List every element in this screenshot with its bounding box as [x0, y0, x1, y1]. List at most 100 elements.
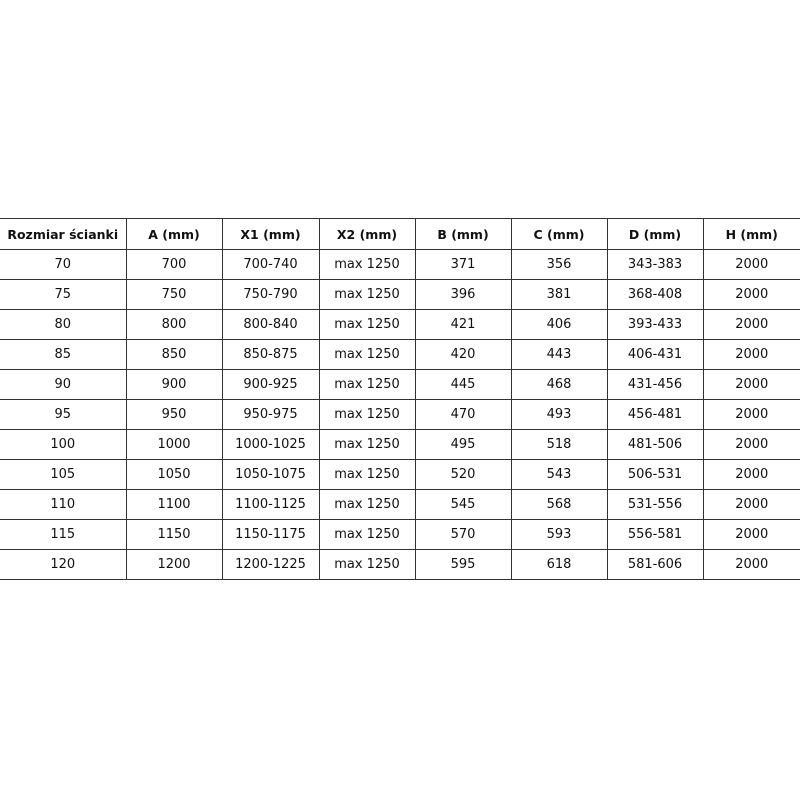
column-header: X2 (mm): [318, 218, 416, 250]
table-cell: 481-506: [606, 429, 704, 460]
table-cell: 420: [414, 339, 512, 370]
table-cell: 800: [125, 309, 223, 340]
table-cell: 618: [510, 549, 608, 580]
table-cell: 1050-1075: [221, 459, 320, 490]
table-cell: 90: [0, 369, 127, 400]
table-cell: 506-531: [606, 459, 704, 490]
table-cell: 593: [510, 519, 608, 550]
table-cell: max 1250: [318, 459, 416, 490]
table-cell: 110: [0, 489, 127, 520]
column-header: Rozmiar ścianki: [0, 218, 127, 250]
table-cell: max 1250: [318, 429, 416, 460]
table-cell: 431-456: [606, 369, 704, 400]
table-cell: 950: [125, 399, 223, 430]
table-cell: 371: [414, 249, 512, 280]
table-cell: 2000: [702, 309, 800, 340]
table-cell: 2000: [702, 519, 800, 550]
table-cell: max 1250: [318, 309, 416, 340]
table-cell: 700: [125, 249, 223, 280]
table-cell: 115: [0, 519, 127, 550]
table-cell: 495: [414, 429, 512, 460]
table-cell: 120: [0, 549, 127, 580]
table-cell: 2000: [702, 249, 800, 280]
table-cell: 700-740: [221, 249, 320, 280]
table-cell: 800-840: [221, 309, 320, 340]
table-cell: max 1250: [318, 249, 416, 280]
table-cell: max 1250: [318, 549, 416, 580]
table-row: 115 1150 1150-1175 max 1250 570 593 556-581 200…: [0, 519, 800, 550]
table-cell: 95: [0, 399, 127, 430]
table-cell: 1000: [125, 429, 223, 460]
table-cell: 2000: [702, 429, 800, 460]
column-header: X1 (mm): [221, 218, 320, 250]
table-cell: 2000: [702, 459, 800, 490]
table-row: 80 800 800-840 max 1250 421 406 393-433 2000: [0, 309, 800, 340]
table-cell: 545: [414, 489, 512, 520]
table-row: 70 700 700-740 max 1250 371 356 343-383 2000: [0, 249, 800, 280]
header-row: Rozmiar ścianki A (mm) X1 (mm) X2 (mm) B (mm…: [0, 218, 800, 250]
table-cell: 105: [0, 459, 127, 490]
table-row: 95 950 950-975 max 1250 470 493 456-481 2000: [0, 399, 800, 430]
table-cell: 2000: [702, 489, 800, 520]
table-cell: max 1250: [318, 279, 416, 310]
table-cell: 595: [414, 549, 512, 580]
table-cell: 2000: [702, 549, 800, 580]
table-row: 90 900 900-925 max 1250 445 468 431-456 2000: [0, 369, 800, 400]
table-cell: max 1250: [318, 519, 416, 550]
table-row: 120 1200 1200-1225 max 1250 595 618 581-606 200…: [0, 549, 800, 580]
table-cell: 1200-1225: [221, 549, 320, 580]
table-cell: 100: [0, 429, 127, 460]
table-cell: 750: [125, 279, 223, 310]
column-header: A (mm): [125, 218, 223, 250]
table-cell: 950-975: [221, 399, 320, 430]
table-cell: 1100-1125: [221, 489, 320, 520]
table-cell: max 1250: [318, 369, 416, 400]
table-cell: 70: [0, 249, 127, 280]
table-cell: 456-481: [606, 399, 704, 430]
table-cell: 531-556: [606, 489, 704, 520]
table-row: 105 1050 1050-1075 max 1250 520 543 506-531 200…: [0, 459, 800, 490]
table-cell: 543: [510, 459, 608, 490]
table-cell: 750-790: [221, 279, 320, 310]
table-cell: 443: [510, 339, 608, 370]
table-cell: 2000: [702, 399, 800, 430]
table-cell: 2000: [702, 279, 800, 310]
table-cell: 900-925: [221, 369, 320, 400]
table-cell: max 1250: [318, 399, 416, 430]
table-cell: 343-383: [606, 249, 704, 280]
table-cell: 75: [0, 279, 127, 310]
table-cell: 396: [414, 279, 512, 310]
table-row: 110 1100 1100-1125 max 1250 545 568 531-556 200…: [0, 489, 800, 520]
table-cell: 520: [414, 459, 512, 490]
table-cell: 393-433: [606, 309, 704, 340]
table-cell: 493: [510, 399, 608, 430]
table-cell: 1100: [125, 489, 223, 520]
table-cell: 570: [414, 519, 512, 550]
table-cell: 445: [414, 369, 512, 400]
column-header: B (mm): [414, 218, 512, 250]
table-cell: 421: [414, 309, 512, 340]
table-cell: 568: [510, 489, 608, 520]
table-row: 75 750 750-790 max 1250 396 381 368-408 2000: [0, 279, 800, 310]
table-cell: max 1250: [318, 339, 416, 370]
table-cell: 850: [125, 339, 223, 370]
table-cell: 356: [510, 249, 608, 280]
column-header: C (mm): [510, 218, 608, 250]
table-cell: 85: [0, 339, 127, 370]
table-cell: 406-431: [606, 339, 704, 370]
table-cell: 368-408: [606, 279, 704, 310]
table-cell: 381: [510, 279, 608, 310]
table-cell: 1200: [125, 549, 223, 580]
table-cell: 468: [510, 369, 608, 400]
table-row: 100 1000 1000-1025 max 1250 495 518 481-506 200…: [0, 429, 800, 460]
table-cell: 900: [125, 369, 223, 400]
table-cell: 581-606: [606, 549, 704, 580]
table-cell: 518: [510, 429, 608, 460]
table-cell: 850-875: [221, 339, 320, 370]
table-cell: 470: [414, 399, 512, 430]
table-cell: 1150-1175: [221, 519, 320, 550]
table-cell: 1000-1025: [221, 429, 320, 460]
table-cell: 556-581: [606, 519, 704, 550]
table-cell: 406: [510, 309, 608, 340]
table-cell: 2000: [702, 369, 800, 400]
